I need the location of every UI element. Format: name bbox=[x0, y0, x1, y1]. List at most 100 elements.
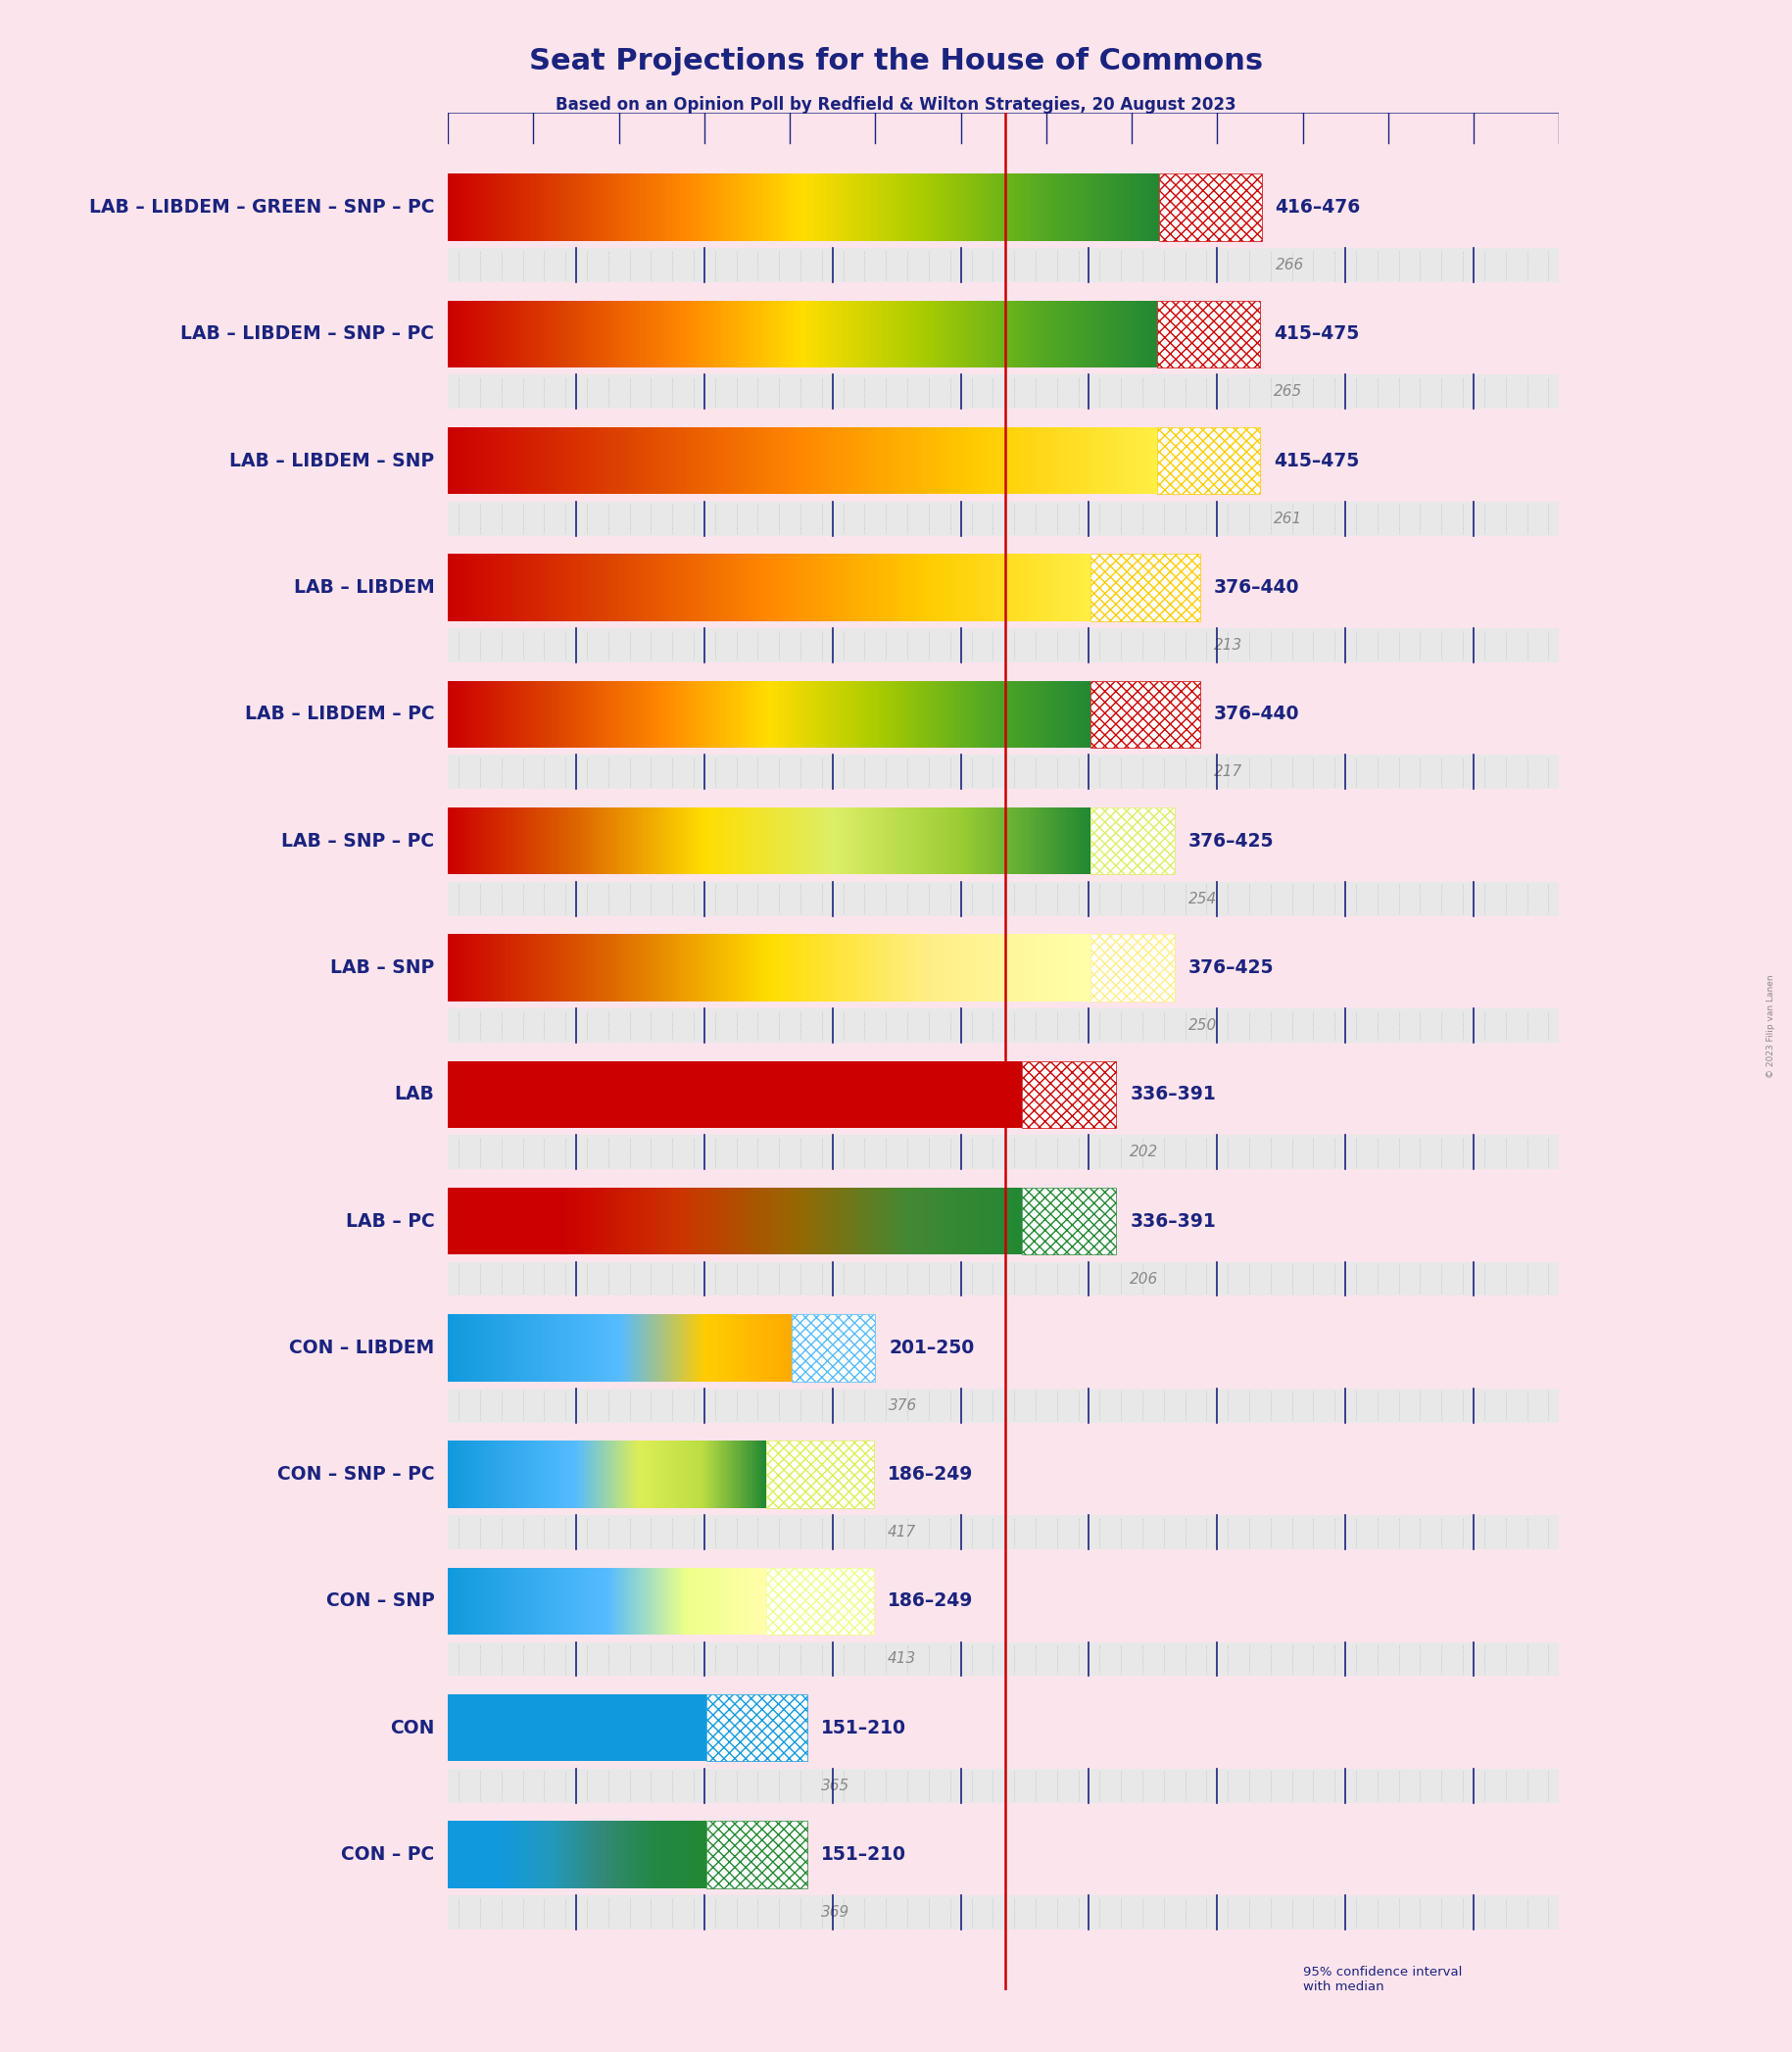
Bar bbox=[495, 1188, 496, 1254]
Bar bbox=[688, 1061, 690, 1129]
Bar bbox=[685, 806, 686, 874]
Bar bbox=[654, 427, 656, 495]
Bar bbox=[559, 1188, 561, 1254]
Bar bbox=[1005, 1188, 1007, 1254]
Bar bbox=[862, 427, 866, 495]
Bar bbox=[534, 934, 536, 1001]
Bar bbox=[525, 1188, 527, 1254]
Bar bbox=[477, 554, 478, 622]
Bar bbox=[502, 681, 504, 747]
Bar bbox=[615, 806, 618, 874]
Bar bbox=[720, 681, 722, 747]
Bar bbox=[634, 300, 638, 367]
Bar bbox=[932, 1061, 935, 1129]
Bar bbox=[502, 1061, 504, 1129]
Bar bbox=[581, 806, 584, 874]
Bar bbox=[475, 174, 477, 240]
Bar bbox=[478, 300, 482, 367]
Bar bbox=[600, 806, 602, 874]
Bar bbox=[518, 934, 521, 1001]
Bar bbox=[643, 1061, 645, 1129]
Bar bbox=[548, 1061, 550, 1129]
Bar bbox=[538, 554, 541, 622]
Bar bbox=[776, 427, 780, 495]
Bar bbox=[772, 806, 774, 874]
Bar bbox=[878, 554, 882, 622]
Bar bbox=[681, 681, 685, 747]
Bar bbox=[831, 554, 833, 622]
Bar bbox=[986, 174, 989, 240]
Bar bbox=[747, 174, 749, 240]
Bar bbox=[842, 174, 844, 240]
Bar bbox=[790, 427, 794, 495]
Bar bbox=[840, 1188, 842, 1254]
Bar bbox=[564, 300, 566, 367]
Bar bbox=[710, 1061, 713, 1129]
Bar bbox=[486, 300, 489, 367]
Bar bbox=[907, 681, 909, 747]
Bar bbox=[590, 1188, 591, 1254]
Bar bbox=[885, 806, 887, 874]
Bar bbox=[858, 174, 860, 240]
Bar bbox=[912, 174, 916, 240]
Bar bbox=[602, 174, 606, 240]
Bar bbox=[928, 300, 930, 367]
Bar bbox=[642, 1188, 643, 1254]
Bar bbox=[634, 174, 638, 240]
Bar bbox=[934, 806, 937, 874]
Text: 95% confidence interval
with median: 95% confidence interval with median bbox=[1303, 1966, 1462, 1992]
Bar bbox=[448, 628, 1559, 663]
Bar bbox=[844, 1188, 846, 1254]
Bar bbox=[491, 934, 493, 1001]
Bar bbox=[754, 681, 756, 747]
Bar bbox=[966, 681, 969, 747]
Bar bbox=[622, 1061, 625, 1129]
Bar bbox=[706, 300, 708, 367]
Text: LAB: LAB bbox=[394, 1086, 434, 1104]
Bar bbox=[950, 681, 952, 747]
Bar bbox=[448, 1188, 450, 1254]
Bar bbox=[654, 554, 656, 622]
Bar bbox=[982, 300, 986, 367]
Bar bbox=[582, 934, 586, 1001]
Bar bbox=[733, 1188, 737, 1254]
Bar bbox=[638, 300, 640, 367]
Bar bbox=[724, 806, 728, 874]
Bar bbox=[1079, 300, 1082, 367]
Bar bbox=[729, 554, 731, 622]
Bar bbox=[898, 300, 900, 367]
Bar bbox=[1009, 554, 1012, 622]
Bar bbox=[561, 174, 564, 240]
Bar bbox=[914, 1061, 916, 1129]
Bar bbox=[900, 934, 903, 1001]
Bar bbox=[1086, 681, 1090, 747]
Bar bbox=[833, 806, 837, 874]
Bar bbox=[987, 427, 989, 495]
Bar bbox=[849, 1061, 853, 1129]
Bar bbox=[513, 1061, 516, 1129]
Bar bbox=[943, 806, 946, 874]
Bar bbox=[1086, 806, 1090, 874]
Bar bbox=[713, 1061, 717, 1129]
Bar bbox=[561, 427, 564, 495]
Bar bbox=[765, 1568, 874, 1635]
Bar bbox=[545, 1188, 548, 1254]
Bar bbox=[835, 554, 839, 622]
Bar bbox=[622, 934, 624, 1001]
Bar bbox=[1052, 554, 1055, 622]
Bar bbox=[667, 174, 668, 240]
Bar bbox=[453, 1061, 457, 1129]
Bar bbox=[564, 934, 566, 1001]
Bar bbox=[625, 300, 629, 367]
Bar bbox=[642, 174, 645, 240]
Bar bbox=[1043, 934, 1047, 1001]
Bar bbox=[645, 1188, 647, 1254]
Bar bbox=[539, 681, 543, 747]
Bar bbox=[828, 1188, 830, 1254]
Bar bbox=[749, 1061, 751, 1129]
Bar bbox=[823, 1061, 826, 1129]
Bar bbox=[470, 681, 471, 747]
Bar bbox=[622, 174, 624, 240]
Bar bbox=[602, 934, 606, 1001]
Bar bbox=[855, 554, 858, 622]
